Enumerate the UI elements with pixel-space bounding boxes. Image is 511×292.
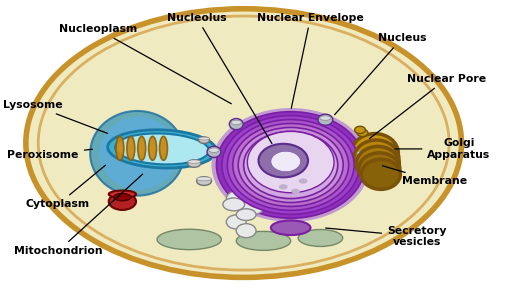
Ellipse shape xyxy=(236,224,256,238)
Ellipse shape xyxy=(159,136,168,160)
Ellipse shape xyxy=(355,149,370,160)
Ellipse shape xyxy=(38,16,449,270)
Ellipse shape xyxy=(352,134,399,173)
Text: Nuclear Envelope: Nuclear Envelope xyxy=(257,13,364,108)
Text: Nucleoplasm: Nucleoplasm xyxy=(59,24,231,104)
Text: Nucleolus: Nucleolus xyxy=(167,13,272,144)
Ellipse shape xyxy=(108,130,216,168)
Circle shape xyxy=(236,209,256,220)
Ellipse shape xyxy=(209,152,219,158)
Ellipse shape xyxy=(90,111,184,196)
Text: Mitochondrion: Mitochondrion xyxy=(14,174,143,256)
Circle shape xyxy=(256,188,274,199)
Ellipse shape xyxy=(26,9,461,277)
Ellipse shape xyxy=(355,126,365,134)
Ellipse shape xyxy=(354,140,399,177)
Ellipse shape xyxy=(271,220,311,235)
Ellipse shape xyxy=(259,144,308,177)
Ellipse shape xyxy=(197,177,212,185)
Ellipse shape xyxy=(209,152,219,155)
Ellipse shape xyxy=(109,190,136,198)
Text: Golgi
Apparatus: Golgi Apparatus xyxy=(395,138,491,160)
Ellipse shape xyxy=(320,116,331,120)
Ellipse shape xyxy=(199,137,210,140)
Ellipse shape xyxy=(209,148,219,152)
Ellipse shape xyxy=(231,120,241,125)
Ellipse shape xyxy=(138,136,146,160)
Ellipse shape xyxy=(361,159,400,190)
Ellipse shape xyxy=(247,131,334,193)
Text: Secretory
vesicles: Secretory vesicles xyxy=(326,226,447,247)
Ellipse shape xyxy=(298,230,343,246)
Ellipse shape xyxy=(199,137,210,143)
Ellipse shape xyxy=(188,160,201,167)
Circle shape xyxy=(226,190,256,207)
Ellipse shape xyxy=(188,160,201,163)
Ellipse shape xyxy=(283,213,303,227)
Ellipse shape xyxy=(298,178,308,184)
Ellipse shape xyxy=(222,116,360,214)
Ellipse shape xyxy=(99,117,178,190)
Ellipse shape xyxy=(318,114,333,125)
Ellipse shape xyxy=(227,120,354,210)
Ellipse shape xyxy=(197,177,212,181)
Ellipse shape xyxy=(357,151,368,155)
Ellipse shape xyxy=(279,184,288,190)
Ellipse shape xyxy=(109,193,136,210)
Text: Lysosome: Lysosome xyxy=(4,100,107,133)
Text: Membrane: Membrane xyxy=(382,166,467,186)
Ellipse shape xyxy=(127,136,135,160)
Ellipse shape xyxy=(212,108,370,222)
Ellipse shape xyxy=(217,112,365,218)
Circle shape xyxy=(223,198,245,211)
Ellipse shape xyxy=(271,151,300,172)
Ellipse shape xyxy=(226,215,246,229)
Text: Cytoplasm: Cytoplasm xyxy=(26,165,105,209)
Ellipse shape xyxy=(116,136,124,160)
Ellipse shape xyxy=(149,136,156,160)
Ellipse shape xyxy=(207,146,221,157)
Text: Nucleus: Nucleus xyxy=(335,33,426,115)
Ellipse shape xyxy=(114,193,131,201)
Ellipse shape xyxy=(356,147,400,181)
Ellipse shape xyxy=(357,129,368,137)
Ellipse shape xyxy=(244,131,338,199)
Ellipse shape xyxy=(291,189,300,194)
Circle shape xyxy=(238,200,264,215)
Text: Peroxisome: Peroxisome xyxy=(8,149,92,160)
Ellipse shape xyxy=(157,229,221,250)
Ellipse shape xyxy=(359,153,400,185)
Text: Nuclear Pore: Nuclear Pore xyxy=(369,74,486,138)
Ellipse shape xyxy=(236,231,291,251)
Ellipse shape xyxy=(229,119,243,130)
Circle shape xyxy=(247,192,275,208)
Ellipse shape xyxy=(115,133,209,164)
Ellipse shape xyxy=(233,124,349,206)
Ellipse shape xyxy=(238,127,343,203)
